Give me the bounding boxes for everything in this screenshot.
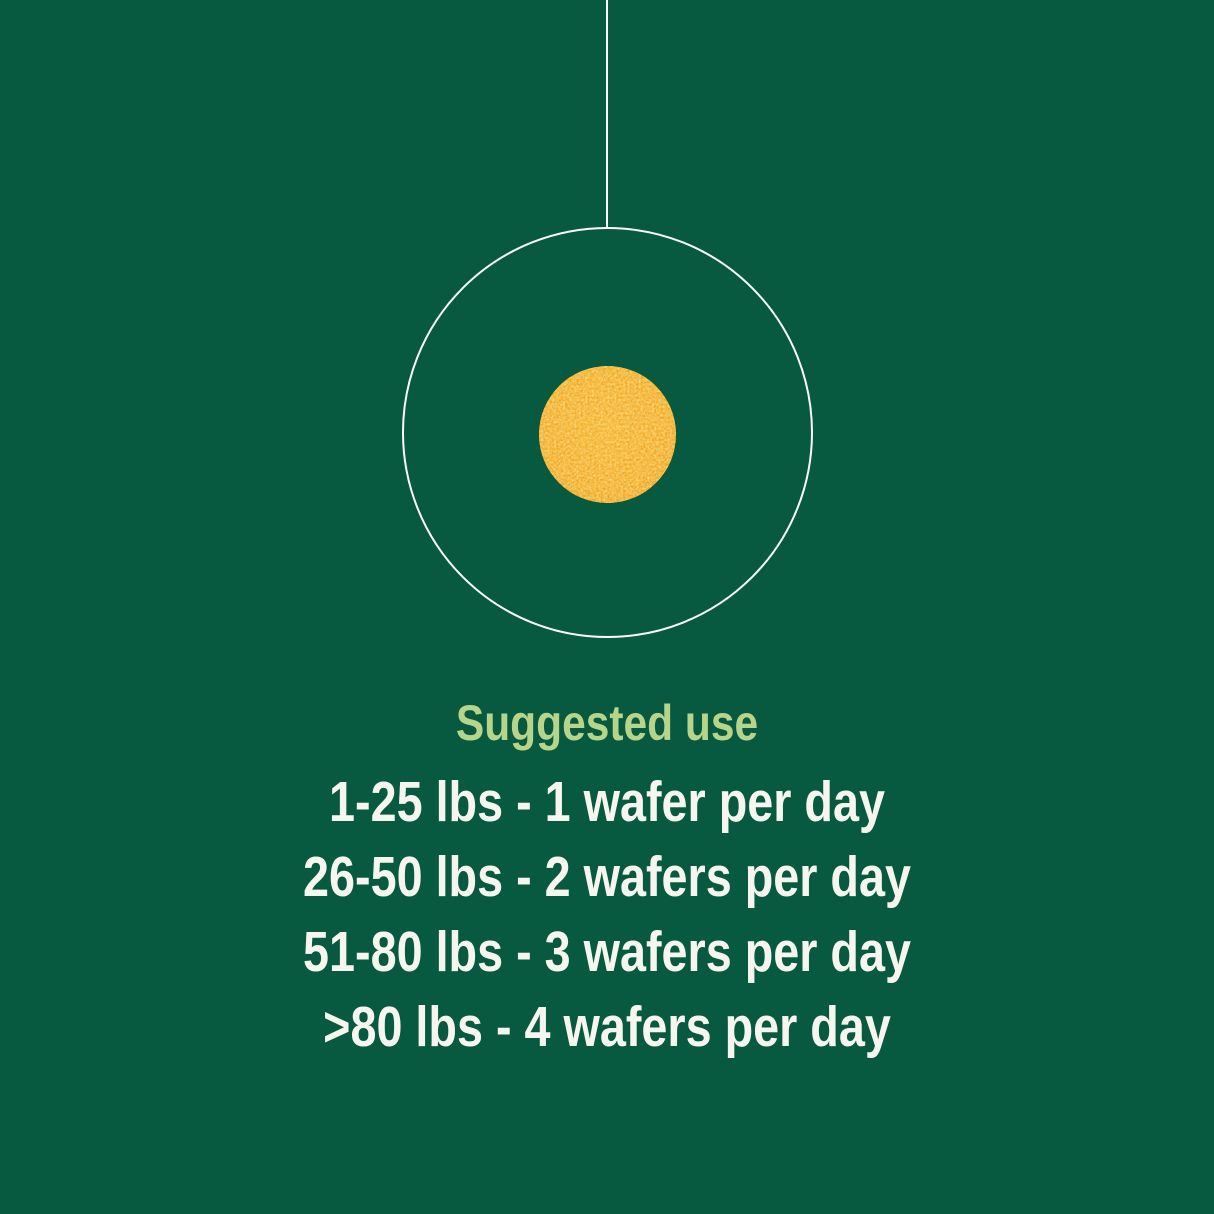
wafer-image xyxy=(539,366,676,503)
dosage-line-4: >80 lbs - 4 wafers per day xyxy=(323,995,891,1059)
suggested-use-heading: Suggested use xyxy=(455,695,759,751)
dosage-list: 1-25 lbs - 1 wafer per day 26-50 lbs - 2… xyxy=(0,765,1214,1065)
dosage-line-2: 26-50 lbs - 2 wafers per day xyxy=(303,845,911,909)
dosage-line-1: 1-25 lbs - 1 wafer per day xyxy=(329,770,885,834)
hanging-line xyxy=(606,0,608,228)
circle-outline xyxy=(402,227,813,638)
dosage-line-3: 51-80 lbs - 3 wafers per day xyxy=(303,920,911,984)
